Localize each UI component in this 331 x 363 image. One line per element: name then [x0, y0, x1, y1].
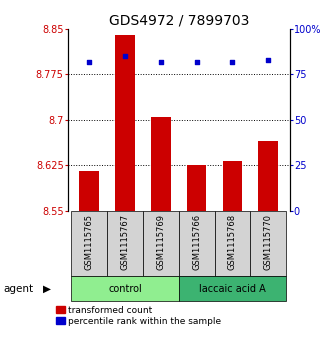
Bar	[143, 211, 179, 276]
Bar	[107, 211, 143, 276]
Point	[230, 59, 235, 65]
Text: ▶: ▶	[43, 284, 51, 294]
Text: laccaic acid A: laccaic acid A	[199, 284, 266, 294]
Bar	[179, 211, 214, 276]
Bar	[258, 141, 278, 211]
Point	[122, 53, 128, 59]
Text: agent: agent	[3, 284, 33, 294]
Text: GSM1115770: GSM1115770	[264, 214, 273, 270]
Bar	[151, 117, 171, 211]
Text: control: control	[108, 284, 142, 294]
Point	[265, 57, 271, 63]
Bar	[115, 35, 135, 211]
Bar	[71, 211, 107, 276]
Bar	[187, 165, 207, 211]
Title: GDS4972 / 7899703: GDS4972 / 7899703	[109, 14, 249, 28]
Text: GSM1115768: GSM1115768	[228, 214, 237, 270]
Text: GSM1115769: GSM1115769	[156, 214, 166, 270]
Text: GSM1115765: GSM1115765	[85, 214, 94, 270]
Bar	[250, 211, 286, 276]
Text: GSM1115767: GSM1115767	[120, 214, 129, 270]
Point	[158, 59, 164, 65]
Legend: transformed count, percentile rank within the sample: transformed count, percentile rank withi…	[56, 306, 221, 326]
Bar	[79, 171, 99, 211]
Point	[87, 59, 92, 65]
Bar	[179, 276, 286, 301]
Point	[194, 59, 199, 65]
Bar	[214, 211, 250, 276]
Text: GSM1115766: GSM1115766	[192, 214, 201, 270]
Bar	[222, 161, 242, 211]
Bar	[71, 276, 179, 301]
